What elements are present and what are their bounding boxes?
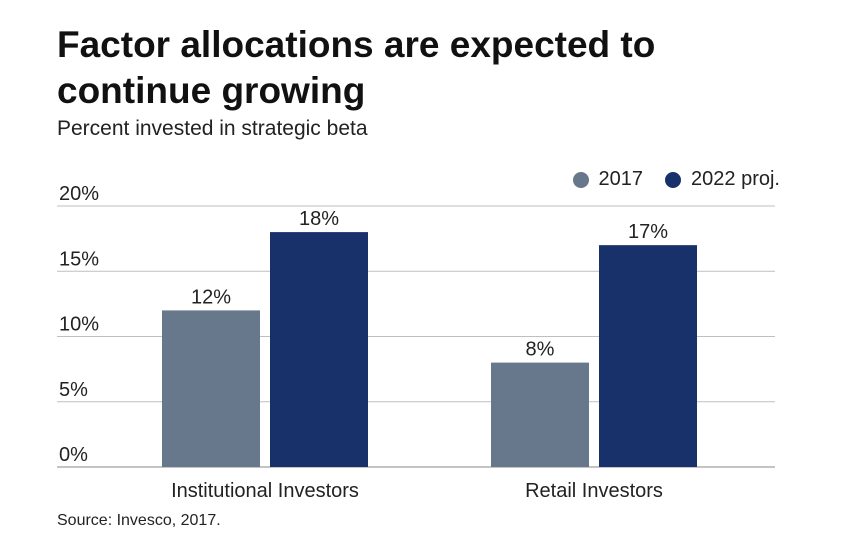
data-label-retail-investors-2022-proj: 17%	[628, 221, 668, 243]
source-note: Source: Invesco, 2017.	[57, 512, 221, 529]
x-category-label-retail-investors: Retail Investors	[525, 480, 663, 502]
y-tick-label-0: 0%	[59, 444, 88, 466]
legend-label-2022-proj: 2022 proj.	[691, 168, 780, 190]
legend-label-2017: 2017	[598, 168, 644, 190]
legend-item-2022-proj: 2022 proj.	[665, 168, 780, 191]
bar-retail-investors-2022-proj	[599, 245, 697, 467]
legend-item-2017: 2017	[572, 168, 644, 191]
data-label-retail-investors-2017: 8%	[526, 339, 555, 361]
x-category-label-institutional-investors: Institutional Investors	[171, 480, 359, 502]
bar-institutional-investors-2017	[162, 310, 260, 467]
bar-institutional-investors-2022-proj	[270, 232, 368, 467]
y-tick-label-10: 10%	[59, 314, 99, 336]
data-label-institutional-investors-2022-proj: 18%	[299, 208, 339, 230]
chart-subtitle: Percent invested in strategic beta	[57, 117, 368, 140]
y-tick-label-20: 20%	[59, 183, 99, 205]
legend-swatch-2017	[572, 171, 589, 188]
y-tick-label-15: 15%	[59, 248, 99, 270]
y-tick-label-5: 5%	[59, 379, 88, 401]
data-label-institutional-investors-2017: 12%	[191, 286, 231, 308]
legend-swatch-2022-proj	[665, 171, 682, 188]
chart-title: Factor allocations are expected to conti…	[57, 24, 656, 111]
legend: 2017 2022 proj.	[551, 168, 780, 191]
bar-retail-investors-2017	[491, 362, 589, 467]
